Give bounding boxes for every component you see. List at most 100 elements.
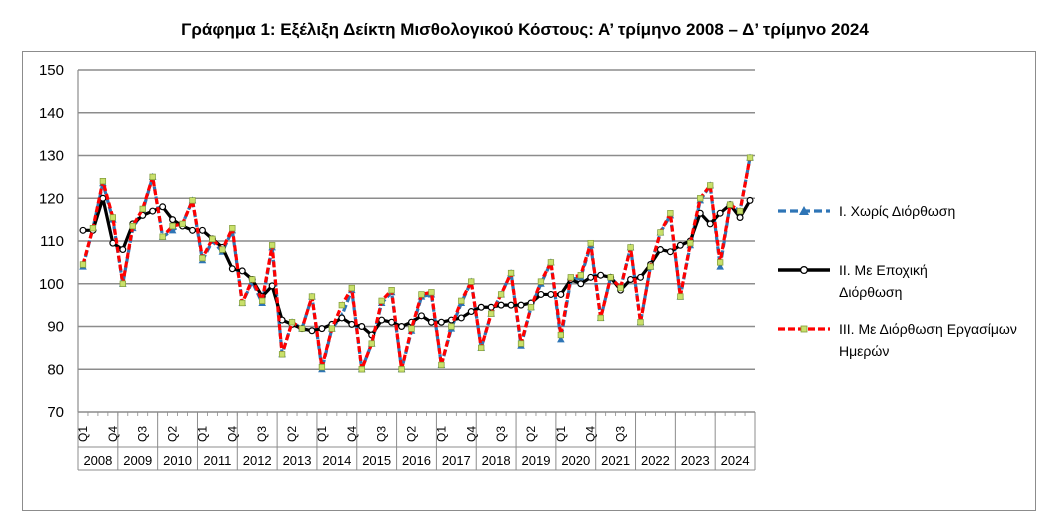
x-tick-label: Q1 [434, 426, 448, 442]
x-year-label-2008: 2008 [83, 453, 112, 468]
data-point [428, 289, 435, 296]
data-point [418, 291, 425, 298]
x-tick-label: Q3 [255, 426, 269, 442]
chart-title: Γράφημα 1: Εξέλιξη Δείκτη Μισθολογικού Κ… [181, 20, 869, 39]
data-point [99, 178, 107, 185]
data-point [746, 154, 754, 161]
data-point [109, 214, 116, 221]
data-point [159, 203, 167, 211]
data-point [488, 310, 495, 317]
data-point [627, 244, 634, 251]
data-point [259, 297, 266, 304]
data-point [298, 325, 306, 332]
data-point [666, 248, 674, 256]
legend-label-1: I. Χωρίς Διόρθωση [839, 203, 956, 219]
data-point [458, 297, 465, 304]
data-point [358, 323, 366, 331]
data-point [657, 229, 664, 236]
data-point [736, 207, 744, 215]
x-tick-label: Q4 [584, 426, 598, 442]
data-point [656, 246, 664, 254]
data-point [607, 274, 614, 281]
data-point [587, 273, 595, 281]
x-tick-label: Q3 [494, 426, 508, 442]
data-point [249, 276, 256, 283]
data-point [647, 263, 654, 270]
data-point [338, 301, 345, 309]
data-point [557, 335, 565, 343]
data-point [288, 319, 296, 326]
data-point [537, 290, 545, 298]
data-point [219, 246, 226, 253]
data-point [348, 320, 356, 328]
x-year-label-2022: 2022 [641, 453, 670, 468]
data-point [129, 222, 136, 230]
x-year-label-2015: 2015 [362, 453, 391, 468]
data-point [477, 303, 485, 311]
x-tick-label: Q1 [76, 426, 90, 442]
data-point [398, 366, 405, 373]
x-year-label-2012: 2012 [243, 453, 272, 468]
data-point [427, 318, 435, 326]
data-point [308, 293, 316, 300]
data-point [348, 284, 355, 292]
data-point [746, 196, 754, 204]
data-point [268, 242, 276, 249]
data-point [149, 173, 156, 181]
data-point [228, 265, 236, 273]
y-tick-label-80: 80 [47, 361, 64, 378]
data-point [159, 233, 166, 240]
data-point [577, 272, 584, 279]
data-point [388, 318, 396, 326]
data-point [716, 209, 724, 217]
data-point [278, 351, 286, 358]
x-year-label-2024: 2024 [721, 453, 750, 468]
data-point [706, 220, 714, 228]
y-tick-label-70: 70 [47, 404, 64, 421]
data-point [547, 290, 555, 298]
data-point [537, 278, 545, 285]
x-tick-label: Q2 [524, 426, 538, 442]
data-point [168, 226, 177, 234]
data-point [627, 275, 635, 283]
x-year-label-2020: 2020 [561, 453, 590, 468]
x-year-label-2010: 2010 [163, 453, 192, 468]
data-point [358, 366, 365, 373]
y-tick-label-90: 90 [47, 319, 64, 336]
data-point [119, 246, 127, 254]
data-point [308, 327, 316, 335]
data-point [617, 284, 624, 292]
x-tick-label: Q3 [614, 426, 628, 442]
data-point [637, 319, 644, 326]
y-tick-label-150: 150 [39, 62, 64, 79]
data-point [169, 222, 176, 230]
data-point [677, 293, 684, 300]
data-point [577, 280, 585, 288]
x-tick-label: Q1 [554, 426, 568, 442]
data-point [478, 344, 485, 352]
data-point [268, 282, 276, 290]
data-point [378, 316, 386, 324]
data-point [467, 308, 475, 316]
data-point [717, 259, 724, 266]
y-tick-label-100: 100 [39, 276, 64, 293]
data-point [79, 226, 87, 234]
data-point [547, 259, 555, 266]
x-year-label-2018: 2018 [482, 453, 511, 468]
x-year-label-2013: 2013 [283, 453, 312, 468]
data-point [587, 239, 594, 247]
data-point [139, 205, 146, 213]
data-point [89, 225, 97, 232]
data-point [637, 273, 645, 281]
x-tick-label: Q4 [464, 426, 478, 442]
data-point [209, 235, 216, 243]
legend-label-3: III. Με Διόρθωση Εργασίμων Ημερών [839, 321, 1017, 359]
data-point [676, 241, 684, 249]
data-point [318, 325, 326, 333]
data-point [716, 262, 724, 270]
data-point [79, 261, 87, 268]
gridlines [78, 69, 755, 413]
data-point [697, 195, 704, 202]
data-point [199, 254, 206, 262]
